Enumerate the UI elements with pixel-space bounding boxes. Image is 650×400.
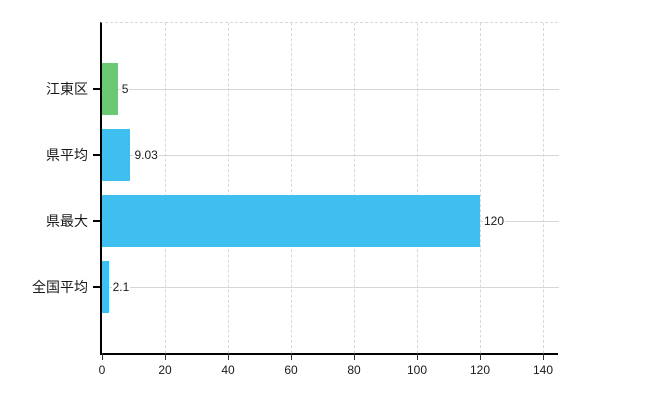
category-label: 全国平均	[32, 279, 88, 295]
bar-2	[102, 129, 131, 181]
bar-value-label: 9.03	[133, 148, 159, 162]
category-gridline	[102, 287, 559, 288]
y-axis-tick	[93, 88, 102, 90]
bar-value-label: 2.1	[111, 280, 131, 294]
x-axis-tick-label: 40	[221, 363, 235, 377]
x-gridline	[291, 23, 292, 353]
x-axis-tick	[354, 353, 355, 360]
x-gridline	[165, 23, 166, 353]
x-axis-tick	[165, 353, 166, 360]
y-axis-tick	[93, 154, 102, 156]
x-axis-tick-label: 60	[284, 363, 298, 377]
bar-value-label: 120	[483, 214, 506, 228]
x-axis-tick-label: 140	[532, 363, 554, 377]
bar-4	[102, 261, 109, 313]
x-gridline	[228, 23, 229, 353]
category-label: 江東区	[46, 81, 88, 97]
plot-area: 5 江東区 9.03 県平均 120 県最大 2.1 全国平均 0 20 40 60 80 100 120 1…	[32, 22, 559, 377]
x-axis-tick	[228, 353, 229, 360]
x-axis-tick	[291, 353, 292, 360]
x-axis-tick	[480, 353, 481, 360]
x-axis-tick-label: 0	[98, 363, 106, 377]
x-gridline	[417, 23, 418, 353]
category-label: 県平均	[46, 147, 88, 163]
bar-value-label: 5	[120, 82, 130, 96]
x-axis-tick	[543, 353, 544, 360]
x-axis-tick-label: 80	[347, 363, 361, 377]
x-axis-tick-label: 120	[469, 363, 491, 377]
category-label: 県最大	[46, 213, 88, 229]
x-axis-tick	[417, 353, 418, 360]
x-gridline	[543, 23, 544, 353]
y-axis-tick	[93, 286, 102, 288]
x-gridline	[354, 23, 355, 353]
x-gridline	[480, 23, 481, 353]
bar-3	[102, 195, 480, 247]
category-gridline	[102, 155, 559, 156]
x-axis-tick-label: 20	[158, 363, 172, 377]
x-axis-tick	[102, 353, 103, 360]
x-axis-tick-label: 100	[406, 363, 428, 377]
bar-1	[102, 63, 118, 115]
category-gridline	[102, 89, 559, 90]
y-axis-tick	[93, 220, 102, 222]
